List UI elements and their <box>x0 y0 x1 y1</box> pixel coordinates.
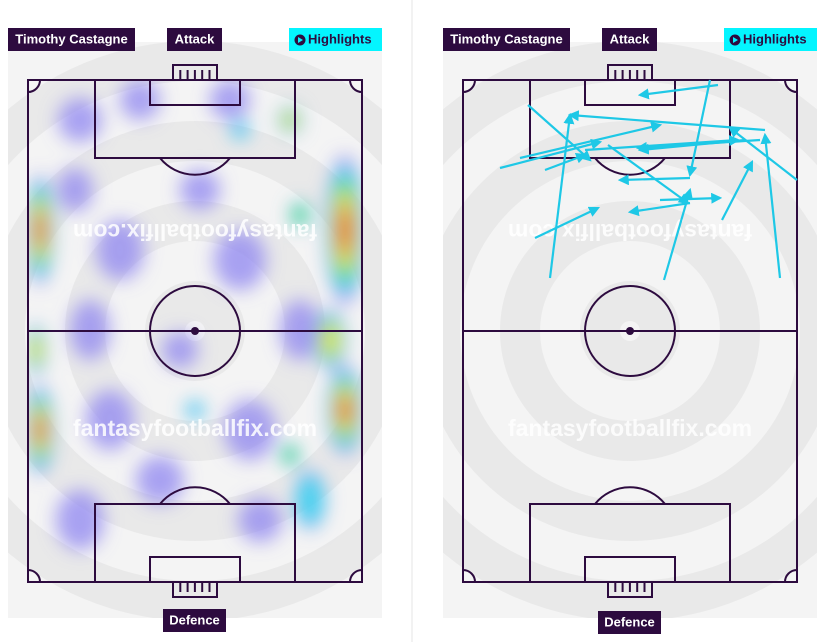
player-name: Timothy Castagne <box>15 31 127 46</box>
pitch <box>27 64 363 598</box>
pass-arrow <box>662 187 693 281</box>
pitch-line <box>584 285 676 377</box>
heat-blob <box>56 490 104 550</box>
heat-blob <box>136 456 184 504</box>
pitch-line <box>784 569 798 583</box>
pass-arrow <box>637 83 719 100</box>
pass-arrow <box>607 144 690 205</box>
pitch-line <box>462 569 476 583</box>
heat-blob <box>238 498 282 542</box>
pitch-line <box>462 79 476 93</box>
pitch-line <box>594 157 666 176</box>
pass-arrow <box>686 79 712 178</box>
heat-blob <box>96 220 144 280</box>
defence-label-box <box>163 609 226 632</box>
heat-blob <box>214 230 266 290</box>
attack-label: Attack <box>610 31 651 46</box>
player-name-box <box>8 28 135 51</box>
heat-blob <box>162 332 198 368</box>
pass-arrow <box>534 206 600 239</box>
heat-blob <box>30 336 42 364</box>
heat-blob <box>283 112 297 128</box>
panel: fantasyfootballfix.com fantasyfootballfix… <box>443 28 817 634</box>
heat-blob <box>36 216 44 244</box>
heat-blob <box>186 401 204 419</box>
pass-arrow <box>627 201 691 217</box>
heat-blob <box>321 323 339 357</box>
heat-blob <box>57 168 93 212</box>
pitch-line <box>27 79 41 93</box>
highlights-box[interactable] <box>289 28 382 51</box>
pitch <box>462 64 798 598</box>
pass-arrow <box>548 112 575 279</box>
watermark: fantasyfootballfix.com <box>73 415 317 441</box>
heat-blob <box>210 80 250 120</box>
highlights-box[interactable] <box>724 28 817 51</box>
watermark: fantasyfootballfix.com <box>73 219 317 245</box>
pass-arrow <box>721 160 754 221</box>
heat-blob <box>293 205 307 225</box>
pitch-line <box>349 79 363 93</box>
heat-blob <box>224 400 276 460</box>
heat-blob <box>120 80 160 120</box>
pitch-line <box>349 569 363 583</box>
pass-arrow <box>584 135 741 152</box>
defence-label-box <box>598 611 661 634</box>
play-icon-triangle[interactable] <box>298 37 303 43</box>
defence-label: Defence <box>604 614 655 629</box>
pass-arrow <box>544 152 588 172</box>
heat-blob <box>340 211 350 249</box>
heat-blob <box>296 474 324 526</box>
attack-label: Attack <box>175 31 216 46</box>
pass-arrow <box>659 192 723 204</box>
heat-blob <box>36 418 44 442</box>
heat-blob <box>283 446 297 464</box>
pitch-line <box>784 79 798 93</box>
heat-blob <box>86 390 134 450</box>
panel: fantasyfootballfix.com fantasyfootballfix… <box>8 28 382 632</box>
attack-label-box <box>602 28 657 51</box>
highlights-text[interactable]: Highlights <box>743 31 807 46</box>
player-name-box <box>443 28 570 51</box>
attack-label-box <box>167 28 222 51</box>
highlights-text[interactable]: Highlights <box>308 31 372 46</box>
heatmap <box>28 80 362 550</box>
pitch-line <box>27 569 41 583</box>
watermark: fantasyfootballfix.com <box>508 219 752 245</box>
pass-arrow <box>519 121 663 160</box>
pass-arrow <box>499 138 603 170</box>
pass-arrow <box>635 138 761 153</box>
pitch-line <box>149 285 241 377</box>
player-name: Timothy Castagne <box>450 31 562 46</box>
pitch-line <box>594 486 666 505</box>
highlights-button[interactable]: Highlights <box>289 28 382 51</box>
pitch-line <box>159 157 231 176</box>
watermark: fantasyfootballfix.com <box>508 415 752 441</box>
pitch-line <box>159 486 231 505</box>
pass-arrow <box>728 126 798 181</box>
centre-spot <box>626 327 634 335</box>
pass-arrow <box>760 132 782 279</box>
highlights-button[interactable]: Highlights <box>724 28 817 51</box>
heat-blob <box>231 121 249 139</box>
pass-arrows <box>499 79 798 281</box>
pass-arrow <box>527 104 592 162</box>
heat-blob <box>180 170 220 210</box>
heat-blob <box>340 398 350 422</box>
heat-blob <box>58 98 102 142</box>
play-icon-triangle[interactable] <box>733 37 738 43</box>
centre-spot <box>191 327 199 335</box>
defence-label: Defence <box>169 612 220 627</box>
